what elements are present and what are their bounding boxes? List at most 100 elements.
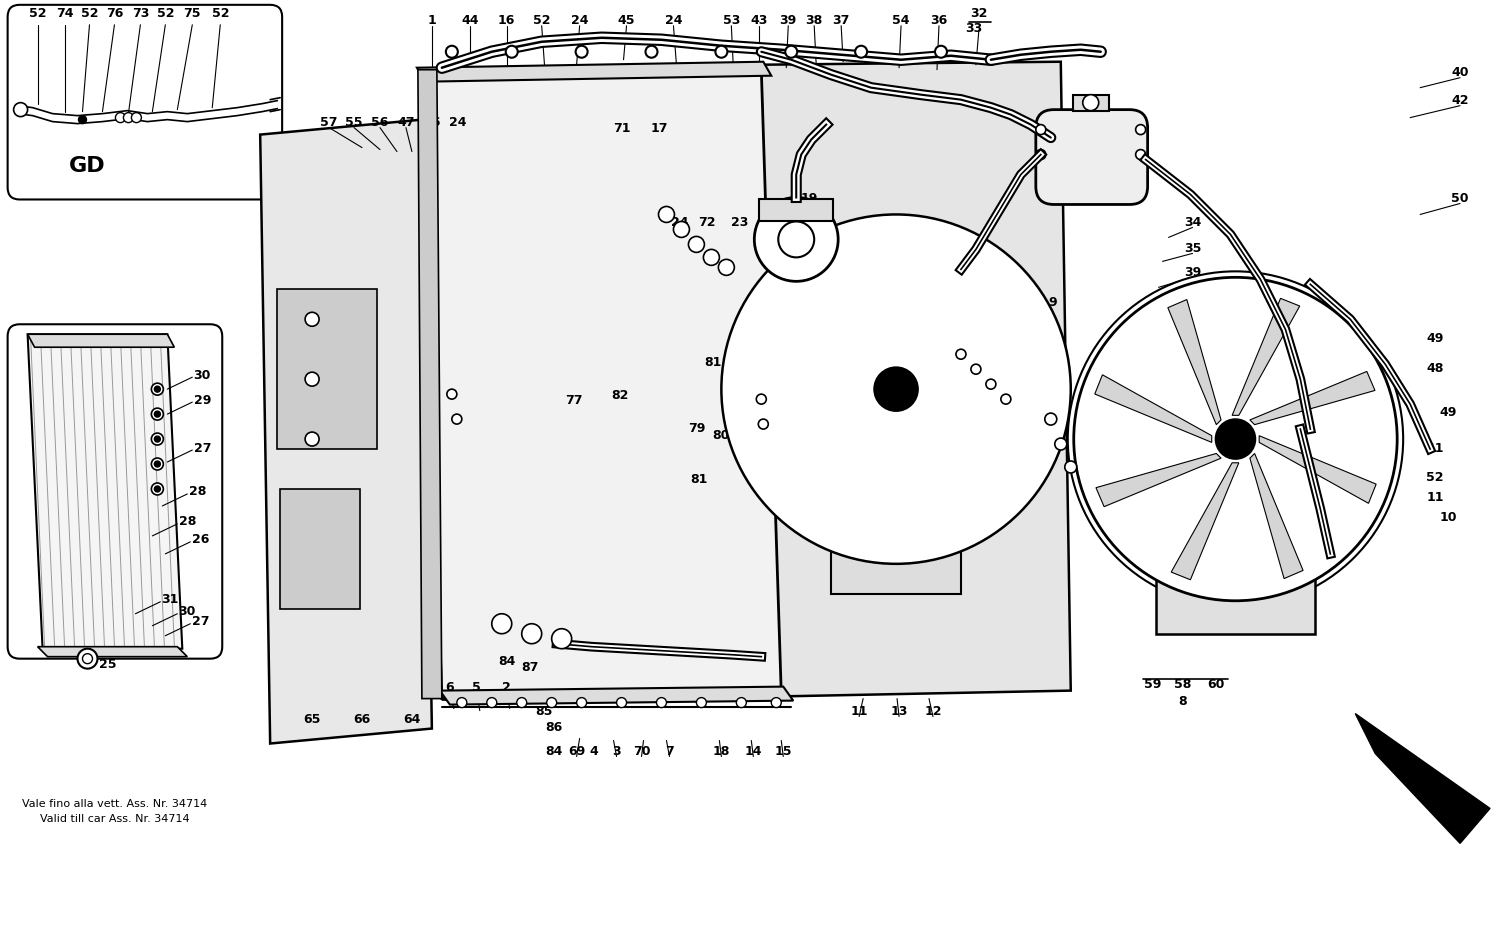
- Text: 20: 20: [1184, 471, 1202, 484]
- Text: 39: 39: [780, 14, 796, 27]
- Text: 40: 40: [1452, 66, 1468, 79]
- Polygon shape: [1168, 300, 1221, 425]
- Text: 63: 63: [994, 391, 1011, 404]
- Circle shape: [754, 198, 839, 282]
- Circle shape: [152, 409, 164, 421]
- Text: 11: 11: [1426, 491, 1444, 504]
- Text: 81: 81: [705, 355, 722, 368]
- Circle shape: [722, 215, 1071, 565]
- Text: 49: 49: [1440, 405, 1456, 418]
- Text: 47: 47: [398, 116, 414, 129]
- Polygon shape: [38, 647, 188, 657]
- Bar: [759, 200, 833, 222]
- Text: 39: 39: [1184, 265, 1202, 278]
- Circle shape: [154, 412, 160, 417]
- Text: 52: 52: [81, 8, 98, 20]
- Polygon shape: [417, 62, 771, 82]
- Text: 42: 42: [1452, 94, 1468, 107]
- Text: 30: 30: [178, 604, 196, 617]
- Text: 11: 11: [1164, 431, 1182, 444]
- Bar: [1155, 554, 1316, 634]
- Text: 26: 26: [192, 532, 208, 546]
- Text: 15: 15: [774, 744, 792, 757]
- Polygon shape: [912, 405, 975, 541]
- Circle shape: [1136, 150, 1146, 160]
- Text: 4: 4: [590, 744, 598, 757]
- Text: 66: 66: [354, 713, 370, 725]
- Circle shape: [1036, 126, 1046, 135]
- Text: 52: 52: [28, 8, 46, 20]
- Text: 50: 50: [1452, 192, 1468, 205]
- Text: 24: 24: [670, 216, 688, 228]
- Circle shape: [704, 250, 720, 266]
- FancyBboxPatch shape: [8, 325, 222, 659]
- Polygon shape: [27, 335, 174, 347]
- Circle shape: [452, 414, 462, 425]
- Circle shape: [986, 379, 996, 390]
- Circle shape: [506, 46, 518, 59]
- Text: 75: 75: [183, 8, 201, 20]
- Text: 14: 14: [744, 744, 762, 757]
- Text: 65: 65: [303, 713, 321, 725]
- Polygon shape: [818, 239, 880, 375]
- Text: 62: 62: [970, 351, 987, 364]
- Text: 12: 12: [924, 704, 942, 717]
- Circle shape: [492, 615, 512, 634]
- Circle shape: [1136, 126, 1146, 135]
- Polygon shape: [1172, 464, 1239, 581]
- Circle shape: [123, 113, 134, 124]
- Text: 86: 86: [544, 720, 562, 733]
- Bar: [278, 290, 376, 449]
- Circle shape: [576, 698, 586, 708]
- Circle shape: [152, 459, 164, 470]
- Polygon shape: [1250, 454, 1304, 579]
- Circle shape: [970, 364, 981, 375]
- Circle shape: [154, 486, 160, 493]
- Circle shape: [1215, 420, 1255, 460]
- Circle shape: [152, 384, 164, 396]
- Text: 33: 33: [966, 23, 982, 35]
- Text: 29: 29: [194, 394, 211, 406]
- Circle shape: [1054, 439, 1066, 450]
- Text: 80: 80: [712, 429, 730, 441]
- Text: 28: 28: [178, 514, 196, 528]
- Circle shape: [154, 436, 160, 443]
- Text: 60: 60: [1208, 678, 1224, 690]
- Text: 1: 1: [427, 14, 436, 27]
- Bar: [1072, 95, 1108, 111]
- FancyBboxPatch shape: [1036, 110, 1148, 205]
- Text: 36: 36: [930, 14, 948, 27]
- Text: 76: 76: [106, 8, 123, 20]
- Polygon shape: [1096, 454, 1221, 507]
- Text: 51: 51: [1426, 441, 1444, 454]
- Circle shape: [1065, 462, 1077, 474]
- Text: 57: 57: [321, 116, 338, 129]
- Text: 52: 52: [211, 8, 230, 20]
- Text: 10: 10: [1184, 445, 1202, 458]
- Text: 52: 52: [156, 8, 174, 20]
- Text: 43: 43: [750, 14, 768, 27]
- Text: 24: 24: [572, 14, 588, 27]
- Text: 8: 8: [1178, 695, 1186, 707]
- Circle shape: [657, 698, 666, 708]
- Circle shape: [874, 368, 918, 412]
- Circle shape: [736, 698, 747, 708]
- Circle shape: [154, 387, 160, 393]
- Text: 82: 82: [610, 388, 628, 401]
- Circle shape: [552, 629, 572, 649]
- Polygon shape: [741, 323, 870, 394]
- Polygon shape: [422, 71, 782, 699]
- Text: 55: 55: [345, 116, 363, 129]
- Text: 81: 81: [690, 473, 708, 486]
- Polygon shape: [1258, 436, 1376, 504]
- Circle shape: [546, 698, 556, 708]
- Circle shape: [304, 373, 320, 387]
- Text: 48: 48: [1426, 362, 1444, 374]
- Text: 21: 21: [1220, 441, 1238, 454]
- Text: Vale fino alla vett. Ass. Nr. 34714: Vale fino alla vett. Ass. Nr. 34714: [22, 799, 207, 809]
- Text: 68: 68: [795, 301, 812, 314]
- Circle shape: [458, 698, 466, 708]
- Text: 72: 72: [698, 216, 715, 228]
- Circle shape: [152, 433, 164, 446]
- Text: 49: 49: [1426, 331, 1444, 345]
